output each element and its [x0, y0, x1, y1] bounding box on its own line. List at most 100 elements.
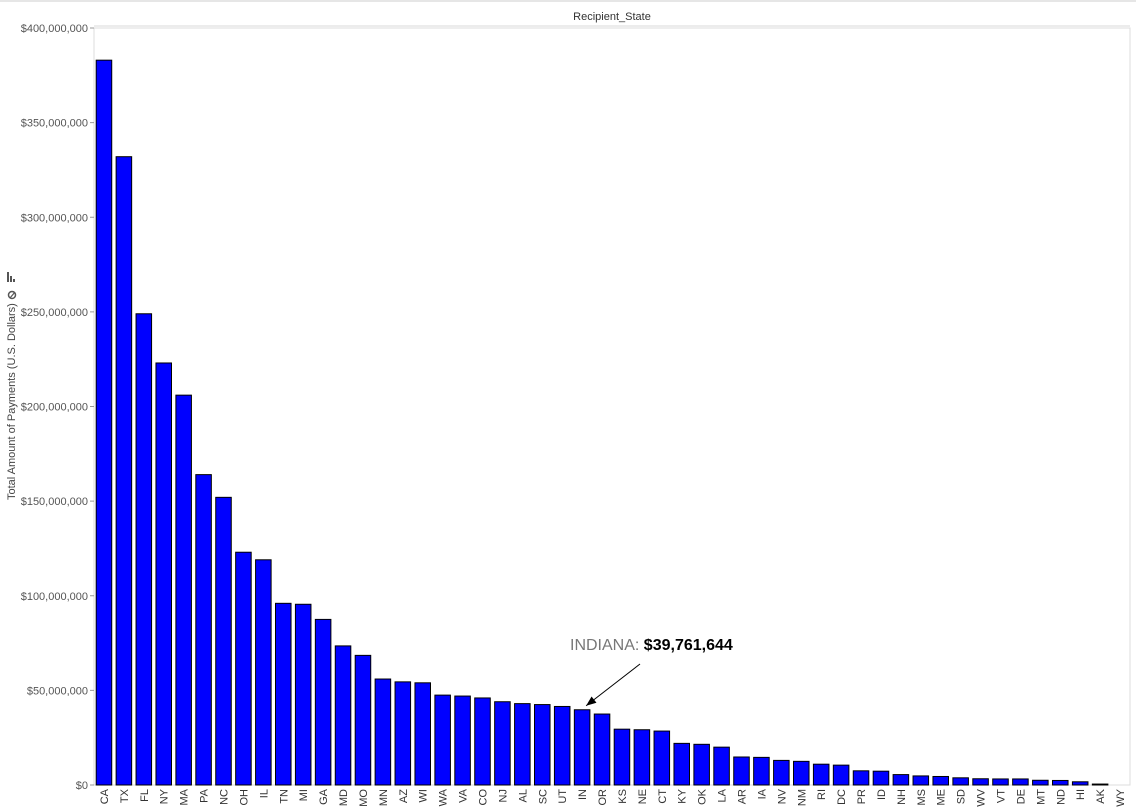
- bar-MD: [334, 645, 352, 786]
- bar-ID: [872, 770, 890, 786]
- x-tick-label: MN: [378, 789, 390, 806]
- x-tick-label: IL: [258, 789, 270, 798]
- annotation-arrow-head: [586, 696, 597, 706]
- x-tick-label: IA: [756, 788, 768, 799]
- bar-TX: [115, 156, 133, 786]
- x-tick-label: RI: [816, 789, 828, 800]
- x-tick-label: NM: [796, 789, 808, 806]
- bar-IN: [573, 709, 591, 786]
- bar-chart-icon[interactable]: [6, 270, 20, 306]
- chart-title: Recipient_State: [573, 11, 651, 23]
- bar-DC: [832, 764, 850, 786]
- bar-MI: [294, 603, 312, 786]
- bar-RI: [812, 763, 830, 786]
- bar-MA: [175, 394, 192, 786]
- x-tick-label: TN: [278, 789, 290, 804]
- bar-VT: [992, 778, 1009, 786]
- y-tick-label: $250,000,000: [21, 307, 88, 319]
- x-tick-label: OH: [238, 789, 250, 806]
- x-tick-label: VA: [458, 788, 470, 803]
- bar-AZ: [394, 681, 412, 786]
- annotation-text: INDIANA: $39,761,644: [570, 637, 733, 654]
- bar-WI: [414, 682, 432, 786]
- top-rule: [0, 0, 1136, 2]
- x-tick-label: NV: [776, 788, 788, 804]
- bar-NY: [155, 362, 173, 786]
- bar-ME: [932, 775, 950, 786]
- x-tick-label: NH: [896, 789, 908, 805]
- annotation-label: INDIANA:: [570, 637, 644, 654]
- x-tick-label: FL: [139, 789, 151, 802]
- bar-NM: [792, 760, 810, 786]
- bar-IL: [255, 559, 272, 786]
- bar-MN: [374, 678, 392, 786]
- x-tick-label: OR: [597, 789, 609, 806]
- bar-NH: [892, 774, 910, 786]
- x-tick-label: CA: [99, 788, 111, 804]
- x-tick-label: KS: [617, 789, 629, 804]
- x-tick-label: WA: [438, 788, 450, 806]
- y-tick-label: $50,000,000: [27, 685, 88, 697]
- x-tick-label: NJ: [497, 789, 509, 802]
- bar-LA: [713, 746, 730, 786]
- x-tick-label: WV: [976, 788, 988, 806]
- bar-MT: [1032, 779, 1049, 786]
- x-tick-label: PA: [199, 788, 211, 803]
- bar-DE: [1012, 778, 1029, 786]
- x-tick-label: IN: [577, 789, 589, 800]
- bar-NV: [773, 759, 790, 786]
- x-tick-label: MO: [358, 789, 370, 807]
- x-tick-label: TX: [119, 788, 131, 803]
- bar-NE: [633, 729, 651, 786]
- y-tick-label: $350,000,000: [21, 118, 88, 130]
- x-tick-label: DC: [836, 789, 848, 805]
- y-tick-label: $200,000,000: [21, 402, 88, 414]
- y-tick-label: $150,000,000: [21, 496, 88, 508]
- bar-PA: [195, 474, 212, 786]
- bar-WV: [972, 778, 989, 786]
- x-tick-label: AK: [1095, 788, 1107, 803]
- x-tick-label: SD: [956, 789, 968, 804]
- x-tick-label: NC: [219, 789, 231, 805]
- bar-CO: [474, 697, 491, 786]
- bar-TN: [274, 602, 292, 786]
- bar-HI: [1071, 781, 1089, 786]
- bar-AL: [514, 703, 531, 786]
- x-tick-label: HI: [1075, 789, 1087, 800]
- bar-OK: [693, 743, 710, 786]
- x-tick-label: NE: [637, 789, 649, 804]
- x-tick-label: MI: [298, 789, 310, 801]
- bar-MS: [912, 775, 930, 786]
- bar-UT: [553, 705, 571, 786]
- x-tick-label: CO: [478, 789, 490, 806]
- x-tick-label: MA: [179, 788, 191, 805]
- bar-MO: [354, 654, 372, 786]
- y-tick-label: $100,000,000: [21, 591, 88, 603]
- y-tick-label: $300,000,000: [21, 212, 88, 224]
- x-tick-label: GA: [318, 788, 330, 805]
- x-tick-label: MT: [1035, 789, 1047, 805]
- bar-WA: [434, 694, 451, 786]
- bar-NJ: [494, 701, 511, 786]
- bar-IA: [753, 756, 770, 786]
- x-tick-label: PR: [856, 789, 868, 804]
- x-tick-label: VT: [996, 789, 1008, 803]
- bar-ND: [1051, 779, 1069, 786]
- bar-CA: [95, 59, 113, 786]
- x-tick-label: MD: [338, 789, 350, 806]
- bar-NC: [215, 496, 232, 786]
- bar-CT: [653, 730, 671, 786]
- x-tick-label: OK: [697, 788, 709, 805]
- x-tick-label: ID: [876, 789, 888, 800]
- y-tick-label: $400,000,000: [21, 23, 88, 35]
- bar-VA: [454, 695, 471, 786]
- x-tick-label: ND: [1055, 789, 1067, 805]
- annotation-value: $39,761,644: [644, 637, 733, 654]
- bar-KS: [613, 728, 631, 786]
- x-tick-label: WI: [418, 789, 430, 802]
- axis-toolbar[interactable]: [6, 270, 20, 306]
- x-tick-label: MS: [916, 789, 928, 806]
- x-tick-label: ME: [936, 789, 948, 806]
- bar-AR: [733, 756, 750, 786]
